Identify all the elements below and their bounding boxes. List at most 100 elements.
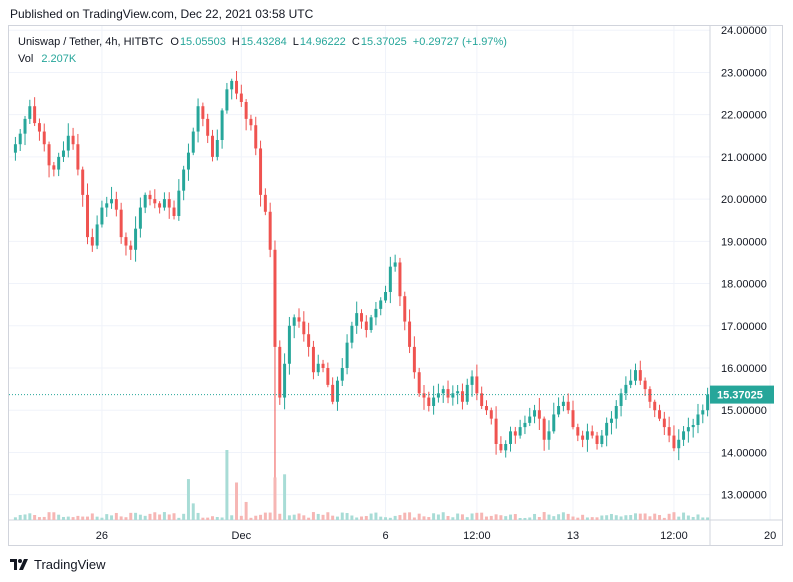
candle-body — [143, 194, 147, 208]
y-tick-label: 14.00000 — [721, 447, 767, 459]
volume-bar — [201, 517, 205, 520]
candle-body — [239, 93, 243, 102]
candle-body — [148, 194, 152, 200]
candle-body — [316, 363, 320, 373]
volume-bar — [230, 515, 234, 520]
candle-body — [374, 308, 378, 318]
candle-body — [432, 397, 436, 406]
candle-body — [624, 384, 628, 394]
candle-body — [460, 391, 464, 402]
chart-frame[interactable] — [8, 25, 783, 546]
volume-bar — [465, 517, 469, 520]
volume-bar — [292, 514, 296, 520]
candle-body — [191, 131, 195, 153]
volume-bar — [13, 517, 17, 520]
candle-body — [263, 194, 267, 212]
candle-body — [302, 321, 306, 335]
y-tick-label: 21.00000 — [721, 152, 767, 164]
volume-bar — [590, 517, 594, 520]
volume-bar — [360, 516, 363, 520]
candle-body — [576, 427, 580, 436]
volume-bar — [268, 512, 272, 520]
volume-bar — [379, 516, 383, 520]
volume-bar — [374, 512, 378, 520]
candle-body — [518, 427, 522, 436]
candle-body — [513, 431, 517, 436]
volume-bar — [283, 474, 287, 520]
y-tick-label: 16.00000 — [721, 363, 767, 375]
volume-bar — [331, 515, 335, 520]
candle-body — [86, 194, 89, 238]
candle-body — [393, 262, 397, 267]
candle-body — [345, 342, 349, 368]
candle-body — [42, 131, 46, 145]
volume-bar — [37, 517, 41, 520]
candle-body — [537, 410, 541, 419]
footer-brand[interactable]: TradingView — [10, 557, 106, 572]
volume-bar — [585, 517, 589, 520]
volume-bar — [355, 517, 359, 520]
candle-body — [706, 394, 710, 411]
volume-bar — [528, 517, 532, 520]
x-tick-label: 6 — [382, 530, 388, 542]
low-key: L — [292, 36, 299, 48]
volume-bar — [143, 515, 147, 520]
candle-body — [259, 148, 263, 195]
volume-bar — [686, 515, 690, 520]
volume-bar — [244, 501, 248, 520]
last-price-label: 15.37025 — [717, 390, 763, 402]
volume-bar — [110, 515, 114, 520]
volume-bar — [682, 512, 686, 520]
vol-value: 2.207K — [41, 53, 77, 65]
candle-body — [172, 207, 176, 216]
candle-body — [177, 190, 181, 216]
candle-body — [422, 393, 426, 398]
candle-body — [528, 416, 532, 423]
volume-bar — [672, 512, 676, 520]
volume-bar — [677, 516, 681, 520]
candle-body — [167, 199, 171, 208]
y-tick-label: 13.00000 — [721, 490, 767, 502]
vol-key: Vol — [18, 53, 34, 65]
candle-body — [369, 317, 373, 330]
symbol-label[interactable]: Uniswap / Tether, 4h, HITBTC — [18, 36, 164, 48]
candle-body — [475, 376, 479, 394]
candle-body — [321, 363, 325, 368]
candle-body — [196, 106, 200, 132]
low-value: 14.96222 — [299, 36, 346, 48]
volume-bar — [701, 517, 705, 520]
volume-bar — [138, 514, 142, 520]
candle-body — [90, 237, 94, 246]
volume-bar — [619, 516, 623, 520]
candle-body — [417, 372, 421, 394]
volume-bar — [552, 516, 556, 520]
candle-body — [643, 380, 647, 390]
volume-bar — [162, 512, 166, 520]
volume-bar — [441, 512, 445, 520]
volume-bar — [446, 515, 450, 520]
volume-bar — [321, 514, 325, 520]
volume-bar — [66, 516, 70, 520]
candle-body — [37, 123, 41, 132]
volume-bar — [105, 514, 109, 520]
volume-bar — [326, 512, 330, 520]
candle-body — [581, 435, 585, 440]
volume-bar — [28, 513, 32, 520]
candle-body — [215, 140, 219, 157]
volume-bar — [489, 515, 493, 520]
volume-bar — [340, 512, 344, 520]
volume-bar — [158, 514, 162, 520]
candle-body — [71, 135, 75, 145]
volume-bar — [393, 515, 397, 520]
candle-body — [235, 80, 239, 94]
candle-body — [182, 169, 186, 191]
volume-bar — [114, 512, 118, 520]
volume-bar — [456, 513, 460, 520]
volume-bar — [259, 514, 263, 520]
volume-bar — [691, 516, 695, 520]
volume-bar — [614, 515, 618, 520]
y-tick-label: 23.00000 — [721, 67, 767, 79]
volume-bar — [210, 516, 214, 520]
volume-bar — [638, 513, 642, 520]
